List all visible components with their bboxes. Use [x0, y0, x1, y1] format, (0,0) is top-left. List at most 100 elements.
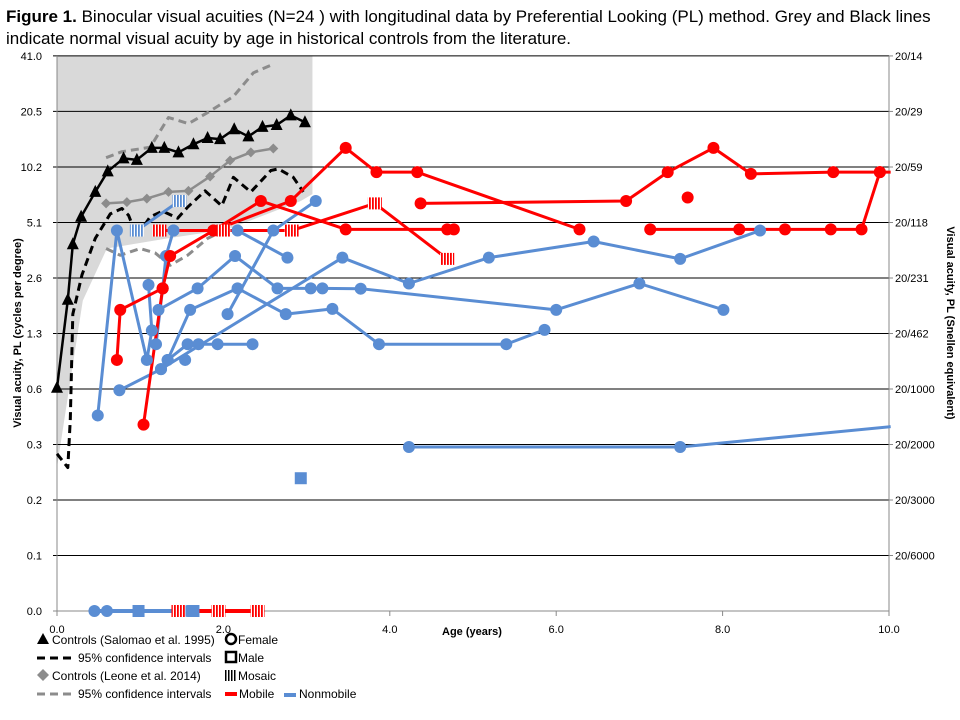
y-tick-label: 2.6	[27, 273, 42, 285]
circle-marker	[644, 223, 657, 236]
circle-marker	[587, 235, 600, 248]
right-tick-label: 20/29	[895, 106, 923, 118]
diamond-marker	[183, 185, 194, 196]
circle-marker	[500, 338, 513, 351]
circle-marker	[733, 223, 746, 236]
triangle-marker	[66, 237, 79, 250]
leone-ci-upper-line	[105, 62, 274, 160]
legend-label: Mobile	[239, 687, 275, 701]
circle-marker	[674, 252, 687, 265]
mosaic-marker	[171, 605, 186, 617]
circle-marker	[142, 278, 155, 291]
y-tick-label: 20.5	[21, 106, 42, 118]
mosaic-marker	[129, 224, 144, 237]
mosaic-marker	[440, 252, 455, 265]
y-tick-label: 1.3	[27, 329, 42, 341]
circle-marker	[779, 223, 791, 236]
salomao-ci-line	[55, 167, 305, 470]
circle-marker	[855, 223, 868, 236]
triangle-marker	[201, 131, 214, 144]
mosaic-marker	[152, 224, 167, 237]
circle-marker	[192, 338, 205, 351]
circle-marker	[744, 167, 757, 180]
y-tick-label: 0.2	[27, 495, 42, 507]
circle-marker	[538, 323, 551, 336]
triangle-marker	[256, 119, 269, 132]
circle-marker	[167, 224, 180, 237]
circle-marker	[281, 251, 294, 264]
circle-marker	[326, 302, 339, 315]
circle-marker	[414, 197, 427, 210]
legend: Controls (Salomao et al. 1995) Female 95% …	[37, 632, 357, 701]
circle-marker	[161, 353, 174, 366]
right-tick-label: 20/118	[895, 218, 928, 230]
diamond-marker	[101, 198, 112, 209]
circle-marker	[155, 363, 167, 376]
circle-marker	[156, 282, 169, 295]
x-tick-label: 2.0	[216, 624, 231, 636]
triangle-marker	[101, 164, 114, 177]
circle-marker	[372, 338, 385, 351]
triangle-marker	[130, 152, 143, 165]
mosaic-marker	[211, 605, 226, 617]
circle-marker	[717, 303, 730, 316]
triangle-marker	[298, 115, 311, 128]
y-tick-label: 0.1	[27, 551, 42, 563]
circle-marker	[113, 384, 126, 397]
mosaic-marker	[216, 224, 231, 237]
circle-marker	[110, 353, 123, 366]
triangle-marker	[89, 184, 102, 197]
right-tick-label: 20/1000	[895, 384, 935, 396]
square-outline-icon	[224, 650, 238, 664]
circle-marker	[633, 277, 646, 290]
circle-marker	[402, 277, 415, 290]
right-tick-label: 20/2000	[895, 440, 935, 452]
triangle-marker	[284, 108, 297, 121]
right-tick-label: 20/231	[895, 273, 929, 285]
circle-marker	[164, 249, 177, 262]
circle-marker	[152, 303, 165, 316]
y-tick-label: 0.3	[27, 440, 42, 452]
triangle-marker	[61, 292, 74, 305]
circle-marker	[316, 282, 329, 295]
legend-label: Mosaic	[238, 669, 276, 683]
circle-marker	[271, 282, 284, 295]
circle-marker	[873, 166, 886, 179]
caption-text: Binocular visual acuities (N=24 ) with l…	[6, 7, 931, 48]
circle-marker	[229, 249, 242, 262]
right-tick-label: 20/14	[895, 51, 923, 63]
diamond-icon	[37, 669, 49, 681]
y-axis-label-right: Visual acuity, PL (Snellen equivalent)	[944, 226, 956, 420]
circle-marker	[145, 324, 158, 337]
triangle-icon	[37, 633, 49, 644]
triangle-marker	[75, 209, 88, 222]
legend-label: Controls (Leone et al. 2014)	[52, 669, 201, 683]
square-marker	[294, 472, 307, 485]
mosaic-marker	[172, 194, 187, 207]
circle-marker	[100, 605, 113, 617]
nonmobile-line	[166, 286, 546, 361]
x-tick-label: 4.0	[382, 624, 397, 636]
triangle-marker	[145, 140, 158, 153]
triangle-marker	[158, 140, 171, 153]
circle-marker	[754, 224, 767, 237]
circle-marker	[304, 282, 317, 295]
triangle-marker	[242, 129, 255, 142]
circle-marker	[231, 224, 244, 237]
figure-label: Figure 1.	[6, 7, 77, 26]
y-tick-label: 5.1	[27, 218, 42, 230]
legend-label: 95% confidence intervals	[78, 687, 211, 701]
triangle-marker	[117, 151, 130, 164]
circle-marker	[411, 166, 424, 179]
square-marker	[132, 605, 145, 617]
diamond-marker	[268, 143, 279, 154]
nonmobile-line	[118, 342, 253, 392]
circle-marker	[279, 308, 292, 321]
triangle-marker	[172, 145, 185, 158]
x-tick-label: 6.0	[549, 624, 564, 636]
triangle-marker	[214, 132, 227, 145]
circle-marker	[231, 282, 244, 295]
circle-marker	[309, 194, 322, 207]
circle-marker	[827, 166, 840, 179]
